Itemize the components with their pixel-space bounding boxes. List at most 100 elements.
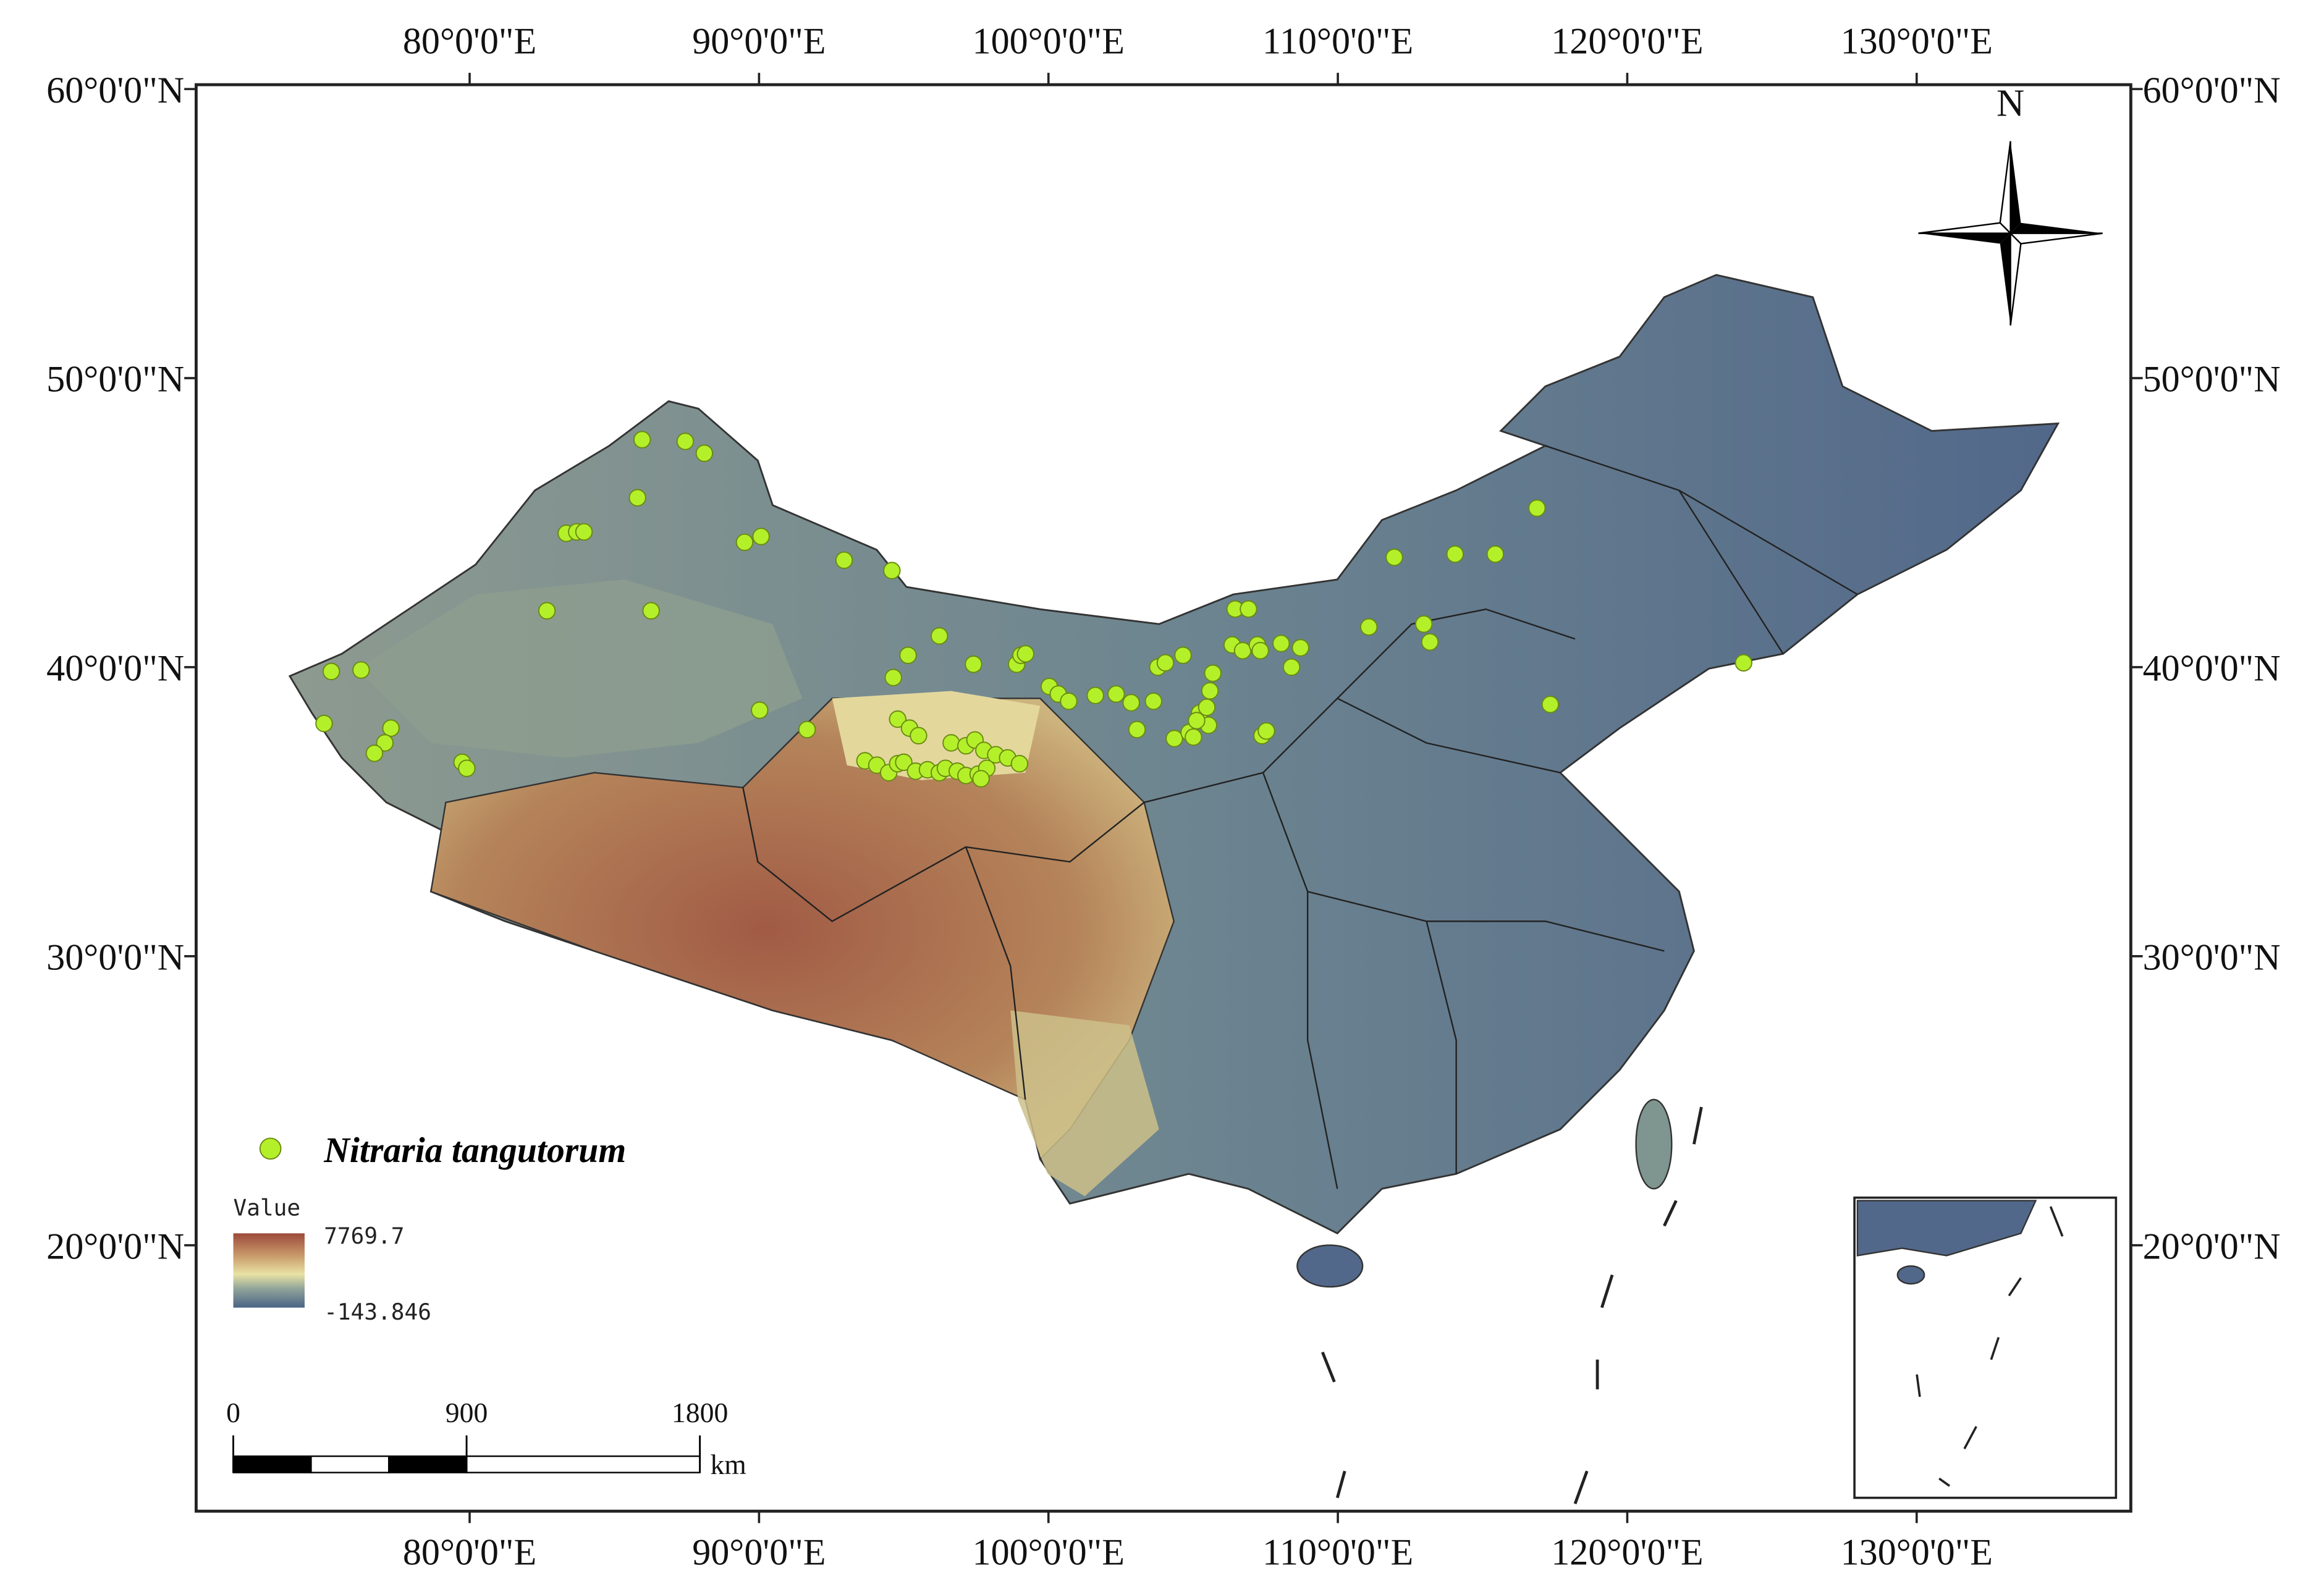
colorbar-title: Value (234, 1195, 301, 1221)
x-tick-label: 90°0'0"E (692, 1532, 826, 1573)
occurrence-point (1204, 664, 1222, 682)
occurrence-point (889, 710, 906, 728)
scale-bar-segment (310, 1455, 390, 1473)
inset-dashes (1916, 1206, 2064, 1487)
occurrence-point (1060, 692, 1078, 710)
tibet-plateau (430, 697, 1175, 1161)
occurrence-point (538, 602, 556, 620)
occurrence-point (1156, 654, 1175, 672)
x-tick-label: 100°0'0"E (973, 21, 1125, 62)
occurrence-point (1360, 618, 1378, 636)
occurrence-point (965, 655, 982, 673)
occurrence-point (1165, 730, 1183, 748)
occurrence-point (1291, 639, 1309, 657)
x-tick-label: 130°0'0"E (1841, 21, 1993, 62)
occurrence-point (942, 734, 960, 752)
nine-dash-line (1320, 1106, 1703, 1504)
north-label: N (1997, 82, 2024, 125)
scale-bar-label: 1800 (672, 1397, 728, 1428)
occurrence-point (798, 720, 816, 739)
occurrence-point (1421, 633, 1439, 651)
scale-bar-label: 0 (226, 1397, 240, 1428)
occurrence-point (695, 444, 714, 462)
scale-bar-unit: km (710, 1449, 746, 1480)
occurrence-point (1144, 692, 1162, 710)
province-borders (742, 445, 1858, 1189)
occurrence-point (1188, 712, 1206, 730)
y-tick-label: 50°0'0"N (46, 359, 184, 400)
y-tick-label: 60°0'0"N (2143, 70, 2281, 111)
x-tick-label: 110°0'0"E (1262, 21, 1413, 62)
occurrence-point (835, 551, 853, 569)
occurrence-point (1233, 642, 1252, 660)
occurrence-point (633, 431, 651, 449)
y-tick-label: 60°0'0"N (46, 70, 184, 111)
occurrence-point (352, 661, 370, 679)
legend: Nitraria tangutorum Value 7769.7 -143.84… (233, 1131, 626, 1325)
x-tick-label: 80°0'0"E (403, 21, 536, 62)
occurrence-point (1486, 545, 1505, 563)
y-tick-label: 30°0'0"N (2143, 937, 2281, 978)
occurrence-point (899, 646, 917, 664)
y-tick-label: 40°0'0"N (46, 648, 184, 689)
occurrence-point (1282, 658, 1301, 676)
y-tick-label: 50°0'0"N (2143, 359, 2281, 400)
occurrence-point (1198, 698, 1216, 717)
taiwan (1635, 1098, 1673, 1190)
colorbar-min: -143.846 (324, 1299, 431, 1325)
colorbar (233, 1233, 305, 1308)
tarim-basin (357, 579, 803, 758)
occurrence-point (752, 528, 770, 546)
inset-hainan (1896, 1265, 1925, 1285)
y-tick-label: 20°0'0"N (2143, 1226, 2281, 1267)
x-tick-label: 110°0'0"E (1262, 1532, 1413, 1573)
x-tick-label: 100°0'0"E (973, 1532, 1125, 1573)
occurrence-point (1107, 685, 1125, 703)
occurrence-point (676, 432, 695, 450)
occurrence-point (1010, 754, 1029, 773)
occurrence-point (1446, 545, 1464, 563)
scale-bar-segment (388, 1455, 468, 1473)
occurrence-point (1257, 722, 1275, 740)
occurrence-point (1174, 646, 1192, 664)
x-tick-label: 80°0'0"E (403, 1532, 536, 1573)
legend-label: Nitraria tangutorum (323, 1131, 626, 1170)
inset (1853, 1196, 2118, 1499)
occurrence-point (365, 744, 384, 762)
legend-marker (259, 1137, 282, 1160)
occurrence-point (1735, 654, 1752, 672)
occurrence-point (1272, 634, 1290, 652)
occurrence-point (382, 719, 400, 737)
occurrence-point (1541, 696, 1560, 714)
occurrence-point (751, 701, 769, 719)
occurrence-point (322, 662, 340, 681)
x-tick-label: 120°0'0"E (1551, 21, 1703, 62)
occurrence-point (930, 627, 949, 645)
y-tick-label: 40°0'0"N (2143, 648, 2281, 689)
occurrence-point (1528, 499, 1546, 517)
occurrence-point (642, 602, 660, 620)
occurrence-point (895, 753, 913, 772)
occurrence-point (1415, 615, 1433, 633)
occurrence-point (1201, 682, 1219, 700)
occurrence-point (458, 759, 476, 777)
x-tick-label: 90°0'0"E (692, 21, 826, 62)
y-tick-label: 30°0'0"N (46, 937, 184, 978)
north-arrow (1918, 141, 2103, 326)
occurrence-point (1185, 728, 1202, 746)
scale-bar-label: 900 (446, 1397, 488, 1428)
occurrence-point (315, 714, 333, 733)
occurrence-point (628, 489, 646, 507)
occurrence-point (883, 562, 901, 579)
y-tick-label: 20°0'0"N (46, 1226, 184, 1267)
colorbar-max: 7769.7 (324, 1223, 404, 1249)
occurrence-point (376, 734, 394, 752)
occurrence-point (972, 770, 990, 788)
yunnan (1010, 1010, 1159, 1197)
occurrence-point (735, 533, 754, 551)
x-tick-label: 120°0'0"E (1551, 1532, 1703, 1573)
occurrence-point (1122, 694, 1140, 712)
inset-land (1856, 1200, 2037, 1257)
occurrence-point (1240, 600, 1257, 618)
